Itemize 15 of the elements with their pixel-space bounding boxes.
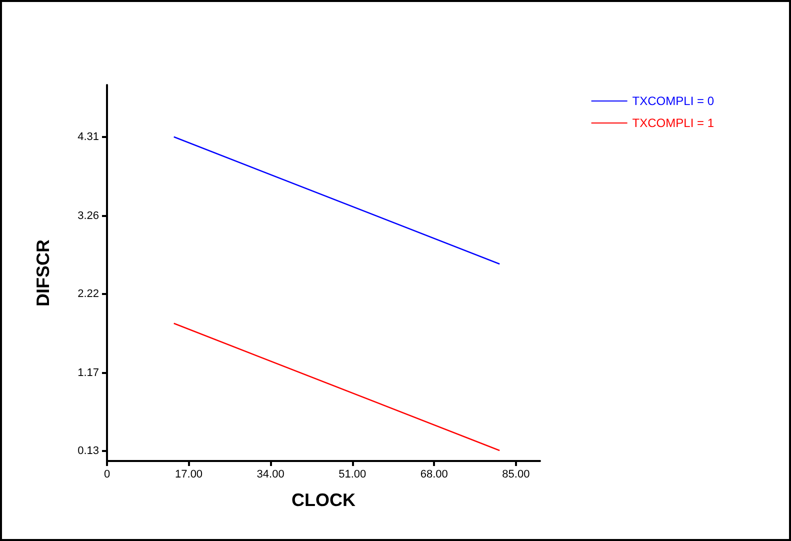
x-tick-label: 85.00 bbox=[502, 468, 530, 480]
y-tick-label: 3.26 bbox=[78, 210, 99, 222]
y-tick-label: 2.22 bbox=[78, 288, 99, 300]
x-tick-label: 51.00 bbox=[338, 468, 366, 480]
y-tick-label: 4.31 bbox=[78, 130, 99, 143]
y-tick-label: 0.13 bbox=[78, 445, 99, 458]
x-tick-label: 34.00 bbox=[256, 468, 284, 480]
x-tick-label: 0 bbox=[104, 468, 110, 480]
x-tick-label: 17.00 bbox=[175, 468, 203, 480]
legend-label: TXCOMPLI = 0 bbox=[632, 94, 714, 108]
legend-label: TXCOMPLI = 1 bbox=[632, 116, 714, 130]
y-axis-title: DIFSCR bbox=[33, 240, 53, 306]
y-tick-label: 1.17 bbox=[78, 367, 99, 380]
x-axis-title: CLOCK bbox=[292, 490, 356, 510]
x-tick-label: 68.00 bbox=[420, 468, 448, 480]
